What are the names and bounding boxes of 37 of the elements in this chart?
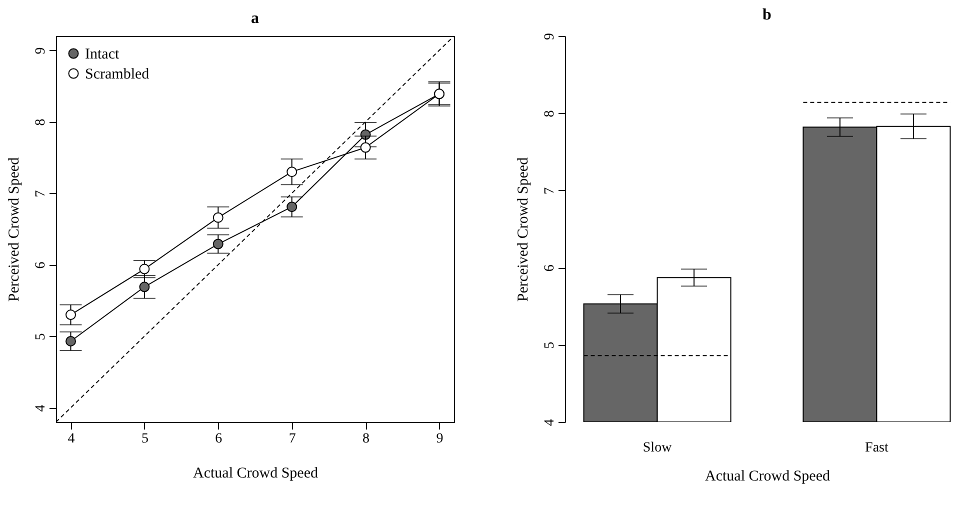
chart-title: b	[762, 6, 772, 24]
y-tick-label: 8	[542, 110, 558, 118]
y-tick-label: 9	[34, 47, 48, 54]
x-axis-title: Actual Crowd Speed	[193, 466, 318, 482]
x-axis-title: Actual Crowd Speed	[705, 468, 830, 484]
point	[139, 282, 150, 292]
y-tick-label: 7	[34, 190, 48, 198]
y-tick-label: 7	[542, 187, 558, 194]
x-tick-label: 9	[436, 432, 444, 446]
x-tick-label: 6	[215, 432, 222, 446]
point	[360, 142, 371, 153]
point	[286, 166, 298, 178]
legend-label: Intact	[85, 46, 120, 62]
y-tick-label: 4	[542, 419, 558, 426]
point	[286, 202, 298, 212]
y-tick-label: 9	[542, 33, 558, 40]
y-tick-label: 8	[34, 118, 48, 126]
y-axis-title: Perceived Crowd Speed	[516, 156, 532, 302]
chart-title: a	[251, 10, 259, 27]
y-tick-label: 6	[542, 264, 558, 272]
x-tick-label: 8	[362, 432, 370, 446]
x-tick-label: 5	[141, 432, 148, 446]
point	[139, 264, 150, 274]
point	[212, 212, 224, 223]
point	[212, 238, 224, 250]
y-tick-label: 5	[34, 333, 48, 340]
point	[66, 336, 76, 346]
y-tick-label: 5	[542, 342, 558, 349]
x-tick-label: Fast	[865, 440, 888, 456]
y-axis-title: Perceived Crowd Speed	[6, 156, 22, 302]
x-tick-label: Slow	[642, 440, 673, 456]
y-tick-label: 4	[34, 404, 48, 412]
legend-label: Scrambled	[85, 66, 150, 82]
x-tick-label: 7	[288, 432, 296, 446]
point	[66, 310, 76, 320]
y-tick-label: 6	[34, 262, 48, 269]
x-tick-label: 4	[68, 432, 75, 446]
